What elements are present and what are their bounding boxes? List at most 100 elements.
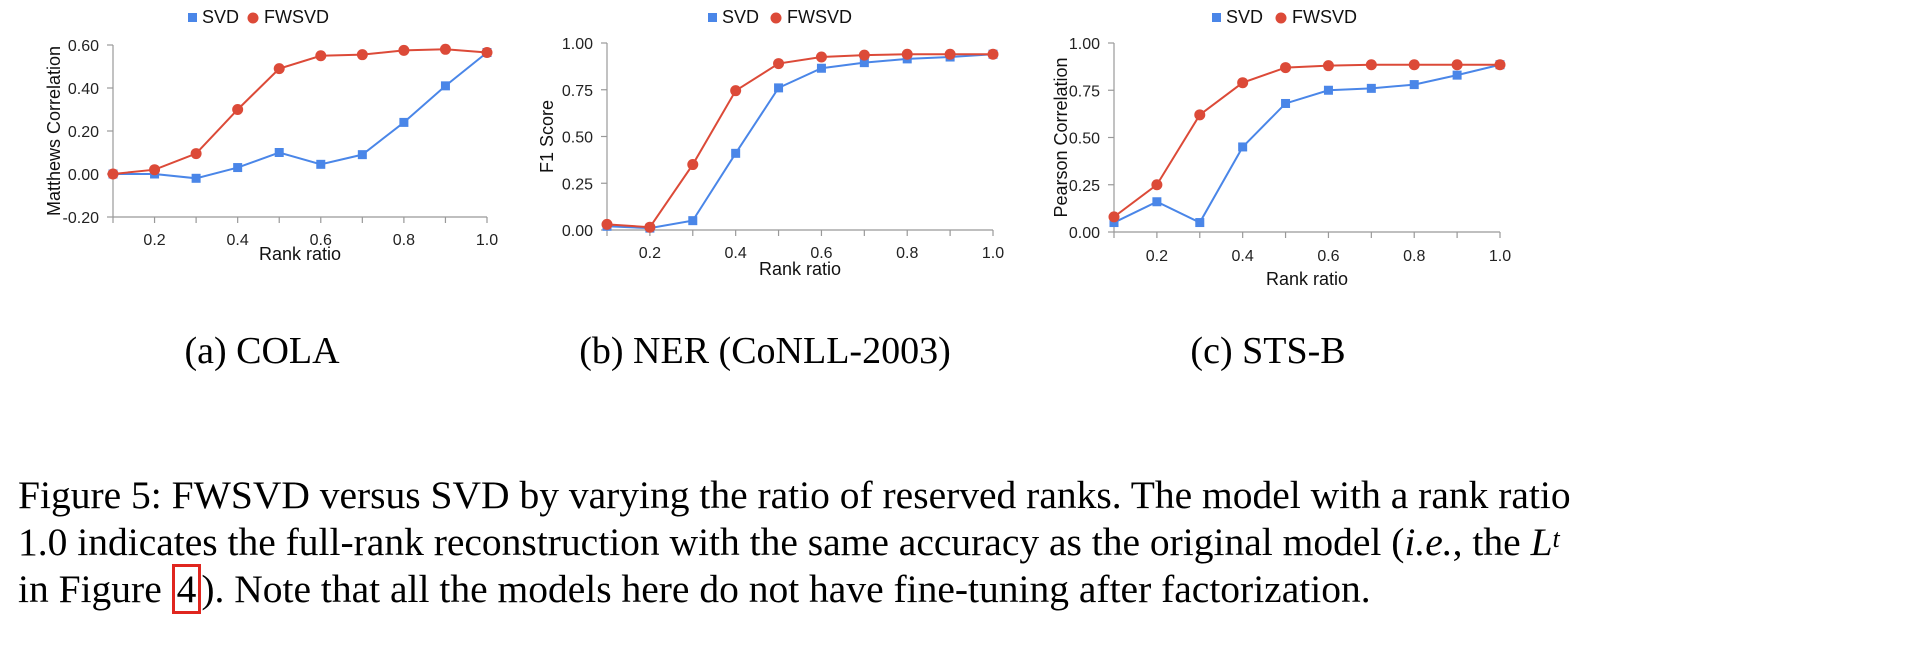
data-point-fwsvd bbox=[149, 164, 160, 175]
data-point-fwsvd bbox=[773, 58, 784, 69]
y-tick-label: 0.25 bbox=[562, 176, 593, 193]
data-point-svd bbox=[1281, 99, 1290, 108]
data-point-svd bbox=[817, 64, 826, 73]
caption-line-2-text-b: , the bbox=[1453, 520, 1531, 564]
data-point-svd bbox=[316, 160, 325, 169]
figure-4-reference-link[interactable]: 4 bbox=[172, 564, 202, 614]
chart-panel-2: 0.00 0.25 0.50 0.75 1.00 0.2 0.4 0.6 0.8 1.0 Rank … bbox=[537, 7, 1004, 372]
data-point-fwsvd bbox=[988, 49, 999, 60]
data-point-svd bbox=[399, 118, 408, 127]
x-tick-label: 0.4 bbox=[725, 245, 747, 262]
x-tick-label: 0.8 bbox=[393, 232, 415, 249]
data-point-fwsvd bbox=[315, 50, 326, 61]
y-tick-label: -0.20 bbox=[63, 210, 100, 227]
data-point-svd bbox=[1238, 142, 1247, 151]
figure-caption: Figure 5: FWSVD versus SVD by varying th… bbox=[18, 472, 1923, 613]
data-point-fwsvd bbox=[902, 49, 913, 60]
data-point-fwsvd bbox=[945, 49, 956, 60]
y-axis-label: Pearson Correlation bbox=[1051, 57, 1071, 217]
y-tick-label: 0.00 bbox=[1069, 225, 1100, 242]
x-tick-label: 1.0 bbox=[982, 245, 1004, 262]
legend-marker-svd bbox=[1212, 13, 1221, 22]
data-point-svd bbox=[1195, 218, 1204, 227]
series-line-fwsvd bbox=[113, 49, 487, 174]
data-point-fwsvd bbox=[398, 45, 409, 56]
legend-marker-fwsvd bbox=[771, 13, 782, 24]
x-axis-label: Rank ratio bbox=[759, 259, 841, 279]
data-point-svd bbox=[1152, 197, 1161, 206]
y-tick-label: 1.00 bbox=[1069, 36, 1100, 53]
series-line-svd bbox=[607, 54, 993, 228]
data-point-svd bbox=[1324, 86, 1333, 95]
data-point-fwsvd bbox=[1109, 211, 1120, 222]
series-line-svd bbox=[1114, 65, 1500, 223]
subfigure-caption: (a) COLA bbox=[184, 330, 340, 372]
data-point-fwsvd bbox=[232, 104, 243, 115]
data-point-fwsvd bbox=[687, 159, 698, 170]
data-point-fwsvd bbox=[859, 50, 870, 61]
y-tick-label: 0.75 bbox=[1069, 83, 1100, 100]
legend-label-svd: SVD bbox=[202, 7, 239, 27]
data-point-fwsvd bbox=[816, 52, 827, 63]
data-point-fwsvd bbox=[1151, 179, 1162, 190]
y-axis-label: F1 Score bbox=[537, 100, 557, 173]
x-tick-label: 0.2 bbox=[143, 232, 165, 249]
data-point-fwsvd bbox=[1323, 60, 1334, 71]
caption-ie: i.e. bbox=[1404, 520, 1452, 564]
chart-panel-1: -0.200.000.200.400.600.2 0.4 0.6 0.8 1.0Rank… bbox=[44, 7, 498, 372]
legend-marker-fwsvd bbox=[1276, 13, 1287, 24]
data-point-svd bbox=[1453, 71, 1462, 80]
y-tick-label: 0.25 bbox=[1069, 178, 1100, 195]
caption-line-2-text: 1.0 indicates the full-rank reconstructi… bbox=[18, 520, 1404, 564]
x-tick-label: 1.0 bbox=[1489, 248, 1511, 265]
data-point-fwsvd bbox=[1194, 109, 1205, 120]
legend-label-svd: SVD bbox=[1226, 7, 1263, 27]
x-tick-label: 0.4 bbox=[227, 232, 249, 249]
y-axis-label: Matthews Correlation bbox=[44, 46, 64, 216]
data-point-fwsvd bbox=[644, 222, 655, 233]
y-tick-label: 1.00 bbox=[562, 36, 593, 53]
data-point-svd bbox=[1367, 84, 1376, 93]
data-point-svd bbox=[441, 81, 450, 90]
y-tick-label: 0.40 bbox=[68, 81, 99, 98]
caption-L-symbol: L bbox=[1531, 520, 1553, 564]
legend-label-fwsvd: FWSVD bbox=[787, 7, 852, 27]
y-tick-label: 0.75 bbox=[562, 83, 593, 100]
data-point-fwsvd bbox=[1280, 62, 1291, 73]
legend-label-fwsvd: FWSVD bbox=[1292, 7, 1357, 27]
data-point-fwsvd bbox=[274, 63, 285, 74]
data-point-fwsvd bbox=[730, 85, 741, 96]
caption-line-3-text: in Figure bbox=[18, 567, 172, 611]
series-line-svd bbox=[113, 53, 487, 179]
data-point-fwsvd bbox=[482, 47, 493, 58]
data-point-fwsvd bbox=[440, 44, 451, 55]
series-line-fwsvd bbox=[607, 54, 993, 227]
data-point-fwsvd bbox=[1409, 59, 1420, 70]
y-tick-label: 0.50 bbox=[562, 130, 593, 147]
y-tick-label: 0.00 bbox=[68, 167, 99, 184]
y-tick-label: 0.60 bbox=[68, 38, 99, 55]
caption-line-2: 1.0 indicates the full-rank reconstructi… bbox=[18, 519, 1923, 566]
data-point-fwsvd bbox=[602, 219, 613, 230]
data-point-svd bbox=[688, 216, 697, 225]
legend-marker-fwsvd bbox=[248, 13, 259, 24]
x-tick-label: 0.8 bbox=[896, 245, 918, 262]
y-tick-label: 0.00 bbox=[562, 223, 593, 240]
x-axis-label: Rank ratio bbox=[1266, 269, 1348, 289]
subfigure-caption: (b) NER (CoNLL-2003) bbox=[579, 330, 950, 372]
data-point-fwsvd bbox=[357, 49, 368, 60]
legend-marker-svd bbox=[708, 13, 717, 22]
y-tick-label: 0.50 bbox=[1069, 131, 1100, 148]
legend-marker-svd bbox=[188, 13, 197, 22]
subfigure-caption: (c) STS-B bbox=[1190, 330, 1345, 372]
chart-panel-3: 0.00 0.25 0.50 0.75 1.00 0.2 0.4 0.6 0.8 1.0 Rank … bbox=[1051, 7, 1511, 372]
data-point-svd bbox=[731, 149, 740, 158]
data-point-svd bbox=[275, 148, 284, 157]
data-point-fwsvd bbox=[1366, 59, 1377, 70]
data-point-svd bbox=[192, 174, 201, 183]
data-point-svd bbox=[1410, 80, 1419, 89]
y-tick-label: 0.20 bbox=[68, 124, 99, 141]
caption-t-superscript: t bbox=[1553, 524, 1560, 553]
x-tick-label: 0.2 bbox=[639, 245, 661, 262]
caption-line-3: in Figure 4). Note that all the models h… bbox=[18, 566, 1923, 613]
